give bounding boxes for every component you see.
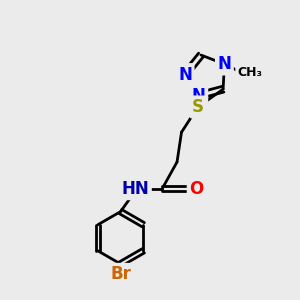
Text: N: N [178,66,192,84]
Text: N: N [192,87,206,105]
Text: S: S [192,98,204,116]
Text: Br: Br [110,265,131,283]
Text: HN: HN [122,180,149,198]
Text: O: O [189,180,203,198]
Text: N: N [218,55,231,73]
Text: CH₃: CH₃ [237,67,262,80]
